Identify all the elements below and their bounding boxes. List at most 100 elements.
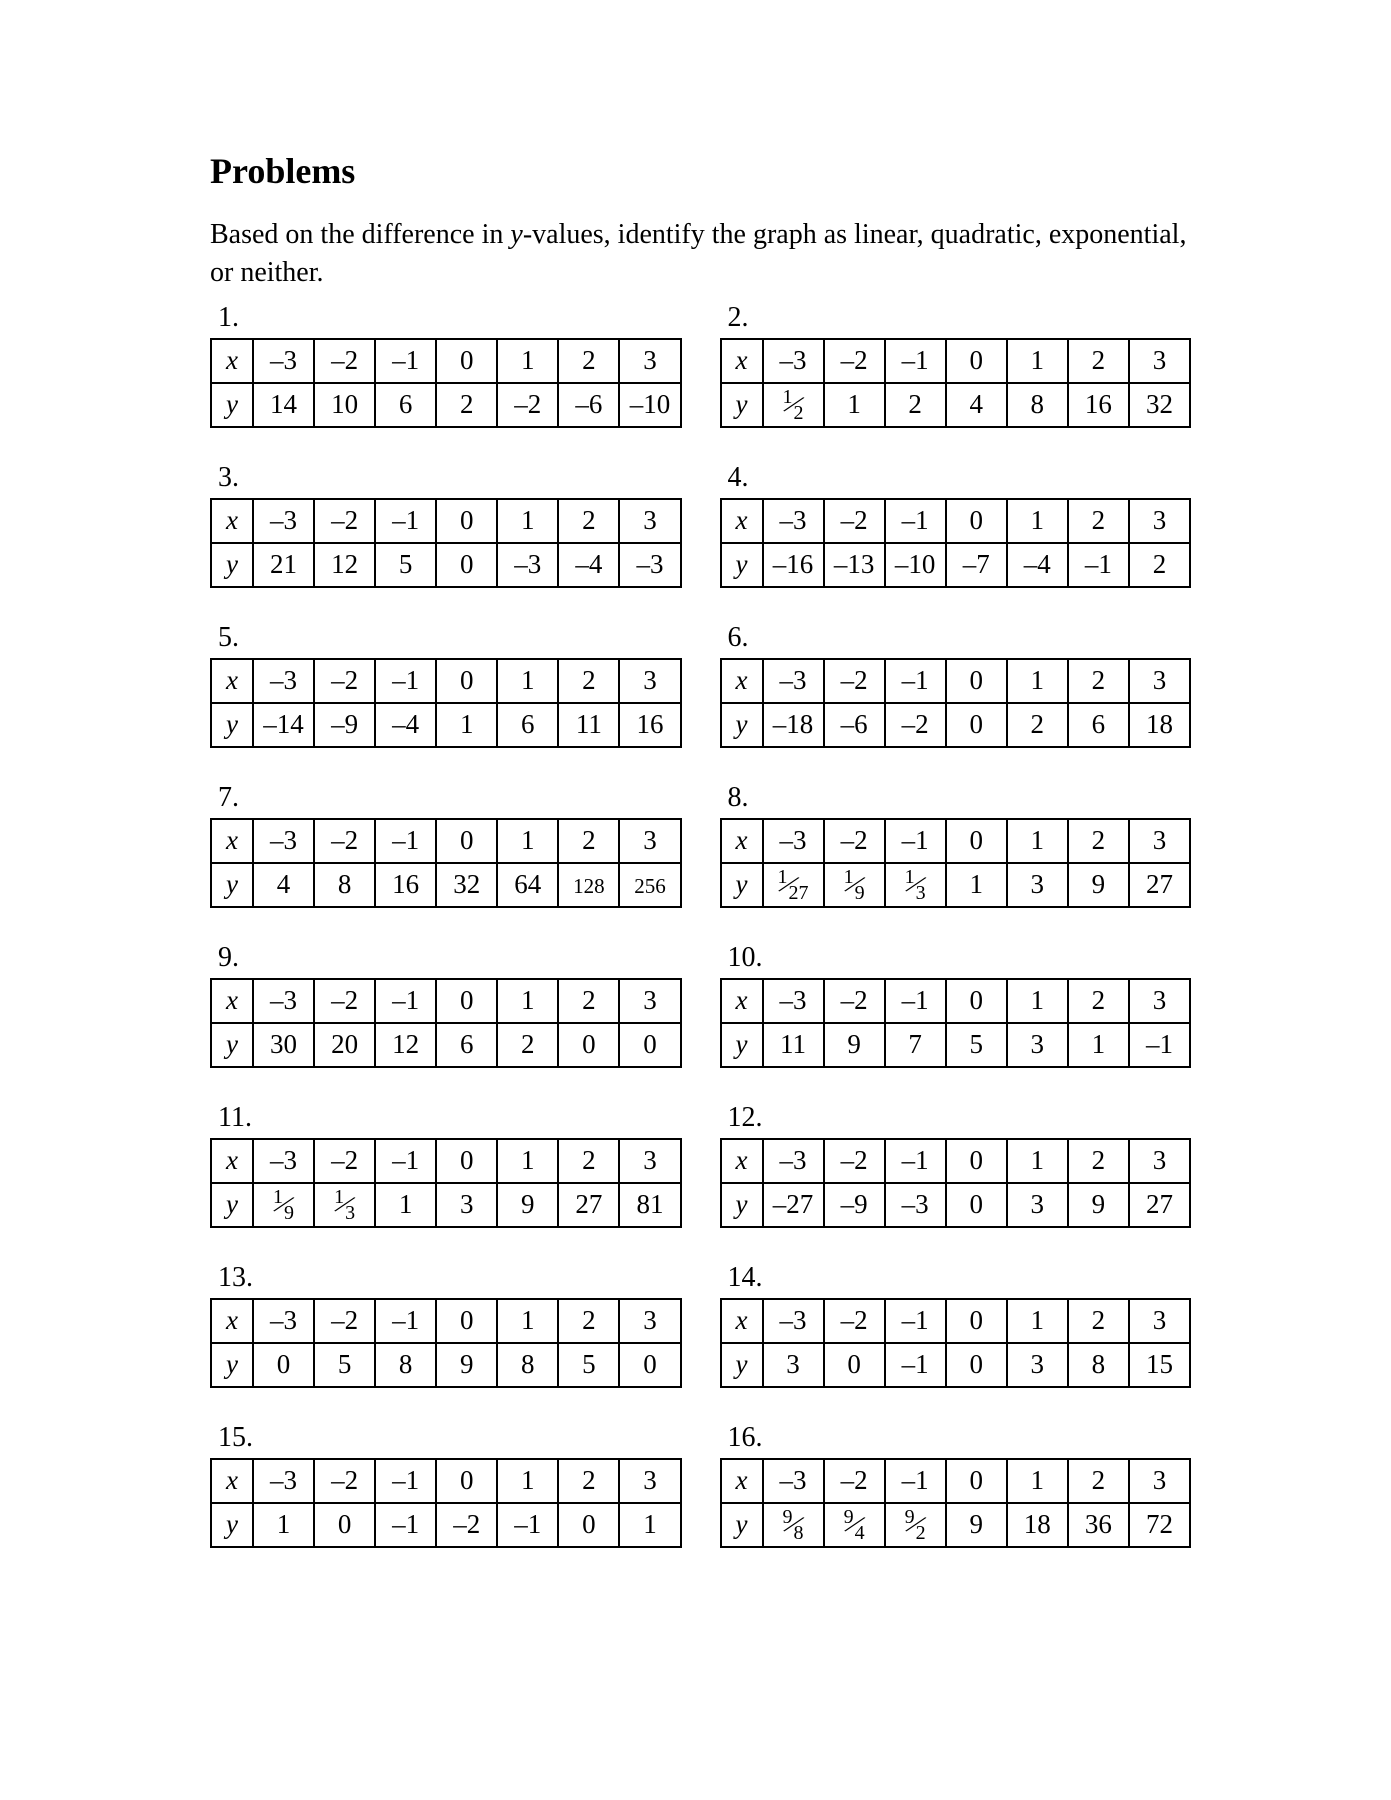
row-label-y: y (721, 863, 763, 907)
x-cell: 2 (558, 1299, 619, 1343)
table-row: y–18–6–202618 (721, 703, 1191, 747)
y-cell: 15 (1129, 1343, 1190, 1387)
x-cell: 1 (497, 1459, 558, 1503)
xy-table: x–3–2–10123y9⁄89⁄49⁄29183672 (720, 1458, 1192, 1548)
table-row: y141062–2–6–10 (211, 383, 681, 427)
table-row: y1197531–1 (721, 1023, 1191, 1067)
table-row: y0589850 (211, 1343, 681, 1387)
y-cell: –6 (558, 383, 619, 427)
x-cell: 1 (497, 1139, 558, 1183)
problem-number: 4. (728, 462, 1192, 494)
y-cell: 3 (1007, 1343, 1068, 1387)
y-cell: 4 (946, 383, 1007, 427)
y-cell: 21 (253, 543, 314, 587)
row-label-x: x (721, 1299, 763, 1343)
x-cell: 3 (619, 499, 680, 543)
problem-number: 3. (218, 462, 682, 494)
row-label-y: y (721, 1343, 763, 1387)
small-text: 256 (634, 874, 666, 898)
y-cell: 0 (619, 1343, 680, 1387)
x-cell: 3 (619, 1459, 680, 1503)
row-label-x: x (211, 1139, 253, 1183)
y-cell: 9⁄4 (824, 1503, 885, 1547)
x-cell: –1 (885, 339, 946, 383)
xy-table: x–3–2–10123y1197531–1 (720, 978, 1192, 1068)
x-cell: –3 (763, 1299, 824, 1343)
problem-number: 9. (218, 942, 682, 974)
problem-number: 16. (728, 1422, 1192, 1454)
y-cell: –9 (824, 1183, 885, 1227)
x-cell: –2 (314, 1459, 375, 1503)
y-cell: 12 (375, 1023, 436, 1067)
y-cell: 11 (763, 1023, 824, 1067)
y-cell: 0 (436, 543, 497, 587)
y-cell: –1 (1068, 543, 1129, 587)
row-label-y: y (721, 1503, 763, 1547)
x-cell: 1 (497, 819, 558, 863)
y-cell: 128 (558, 863, 619, 907)
y-cell: 3 (1007, 1183, 1068, 1227)
row-label-x: x (211, 1459, 253, 1503)
y-cell: 9⁄2 (885, 1503, 946, 1547)
y-cell: 3 (763, 1343, 824, 1387)
y-cell: 8 (497, 1343, 558, 1387)
x-cell: 1 (1007, 979, 1068, 1023)
x-cell: –2 (314, 659, 375, 703)
y-cell: 1 (1068, 1023, 1129, 1067)
x-cell: 1 (1007, 499, 1068, 543)
y-cell: 6 (1068, 703, 1129, 747)
x-cell: 0 (946, 819, 1007, 863)
table-row: x–3–2–10123 (721, 979, 1191, 1023)
y-cell: 27 (558, 1183, 619, 1227)
x-cell: 2 (558, 819, 619, 863)
x-cell: –1 (885, 499, 946, 543)
x-cell: 3 (1129, 1299, 1190, 1343)
x-cell: –2 (824, 339, 885, 383)
table-row: y3020126200 (211, 1023, 681, 1067)
x-cell: 0 (436, 339, 497, 383)
y-cell: –27 (763, 1183, 824, 1227)
y-cell: 1 (619, 1503, 680, 1547)
problem-7: 7.x–3–2–10123y48163264128256 (210, 782, 682, 908)
y-cell: –3 (497, 543, 558, 587)
row-label-x: x (211, 339, 253, 383)
problem-number: 8. (728, 782, 1192, 814)
x-cell: –2 (314, 339, 375, 383)
y-cell: 1⁄27 (763, 863, 824, 907)
y-cell: 11 (558, 703, 619, 747)
x-cell: 1 (497, 979, 558, 1023)
instructions-pre: Based on the difference in (210, 219, 510, 250)
fraction: 1⁄3 (905, 867, 926, 903)
y-cell: 5 (946, 1023, 1007, 1067)
problems-grid: 1.x–3–2–10123y141062–2–6–102.x–3–2–10123… (210, 302, 1191, 1548)
y-cell: –4 (1007, 543, 1068, 587)
problem-15: 15.x–3–2–10123y10–1–2–101 (210, 1422, 682, 1548)
row-label-y: y (211, 543, 253, 587)
y-cell: 9 (1068, 1183, 1129, 1227)
problem-1: 1.x–3–2–10123y141062–2–6–10 (210, 302, 682, 428)
x-cell: 2 (1068, 659, 1129, 703)
table-row: x–3–2–10123 (721, 1299, 1191, 1343)
table-row: y–16–13–10–7–4–12 (721, 543, 1191, 587)
x-cell: –3 (253, 1139, 314, 1183)
table-row: y1⁄212481632 (721, 383, 1191, 427)
row-label-y: y (211, 1343, 253, 1387)
y-cell: 16 (619, 703, 680, 747)
y-cell: 1 (824, 383, 885, 427)
y-cell: –2 (497, 383, 558, 427)
xy-table: x–3–2–10123y30–103815 (720, 1298, 1192, 1388)
instructions-text: Based on the difference in y-values, ide… (210, 216, 1191, 292)
y-cell: 5 (558, 1343, 619, 1387)
row-label-x: x (211, 659, 253, 703)
problem-8: 8.x–3–2–10123y1⁄271⁄91⁄313927 (720, 782, 1192, 908)
x-cell: 3 (1129, 659, 1190, 703)
y-cell: –4 (558, 543, 619, 587)
problem-3: 3.x–3–2–10123y211250–3–4–3 (210, 462, 682, 588)
table-row: y1⁄271⁄91⁄313927 (721, 863, 1191, 907)
x-cell: –3 (763, 499, 824, 543)
x-cell: 0 (946, 1459, 1007, 1503)
x-cell: –3 (763, 339, 824, 383)
x-cell: –2 (314, 819, 375, 863)
table-row: y–27–9–303927 (721, 1183, 1191, 1227)
y-cell: 0 (946, 1343, 1007, 1387)
